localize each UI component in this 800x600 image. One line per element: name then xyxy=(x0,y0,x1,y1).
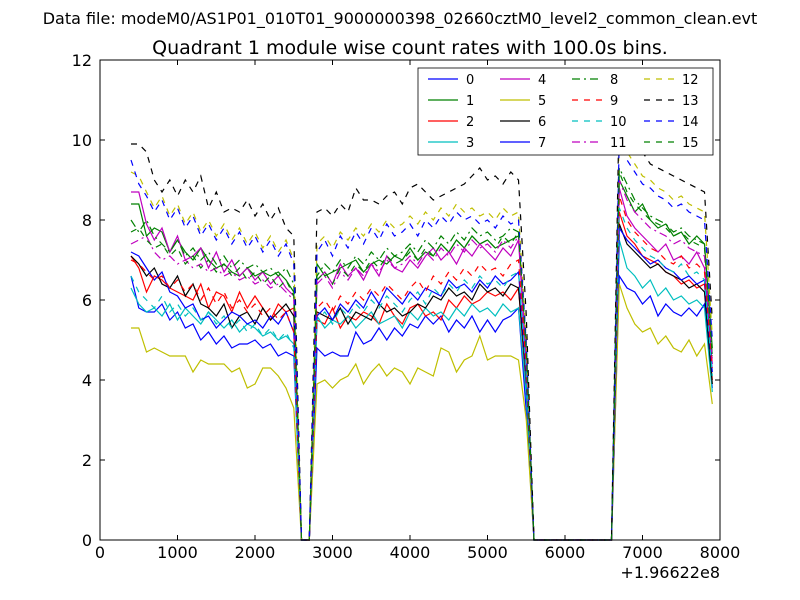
x-tick-label-2: 2000 xyxy=(235,543,276,562)
y-tick-label-4: 8 xyxy=(82,211,92,230)
series-line-9 xyxy=(130,195,713,541)
legend-label-3: 3 xyxy=(466,136,474,151)
x-tick-label-6: 6000 xyxy=(545,543,586,562)
x-tick-label-8: 8000 xyxy=(700,543,741,562)
y-tick-label-0: 0 xyxy=(82,531,92,550)
series-line-12 xyxy=(130,127,713,541)
legend-label-15: 15 xyxy=(682,136,699,151)
y-tick-label-6: 12 xyxy=(72,51,92,70)
chart-suptitle: Data file: modeM0/AS1P01_010T01_90000003… xyxy=(43,9,758,29)
series-line-11 xyxy=(130,179,713,541)
series-line-8 xyxy=(130,167,713,541)
series-line-5 xyxy=(131,283,713,541)
legend-label-7: 7 xyxy=(538,136,546,151)
chart-title: Quadrant 1 module wise count rates with … xyxy=(152,37,668,59)
x-tick-label-7: 7000 xyxy=(622,543,663,562)
x-tick-label-1: 1000 xyxy=(157,543,198,562)
legend-label-2: 2 xyxy=(466,115,474,130)
series-line-7 xyxy=(130,226,713,541)
series-line-13 xyxy=(131,99,713,541)
legend-label-14: 14 xyxy=(682,115,699,130)
y-tick-label-3: 6 xyxy=(82,291,92,310)
legend-label-13: 13 xyxy=(682,94,699,109)
legend-label-0: 0 xyxy=(466,73,474,88)
legend-label-5: 5 xyxy=(538,94,546,109)
series-line-0 xyxy=(130,274,713,541)
legend-label-1: 1 xyxy=(466,94,474,109)
legend-label-10: 10 xyxy=(610,115,627,130)
legend-label-6: 6 xyxy=(538,115,546,130)
legend-label-11: 11 xyxy=(610,136,627,151)
legend-label-9: 9 xyxy=(610,94,618,109)
series-line-1 xyxy=(131,179,713,541)
series-line-15 xyxy=(130,171,713,541)
legend-label-8: 8 xyxy=(610,73,618,88)
x-tick-label-3: 3000 xyxy=(312,543,353,562)
x-axis-offset-label: +1.96622e8 xyxy=(620,563,720,582)
x-tick-label-5: 5000 xyxy=(467,543,508,562)
legend-box xyxy=(417,67,714,156)
series-line-6 xyxy=(130,223,713,541)
series-line-14 xyxy=(130,135,713,541)
legend-label-12: 12 xyxy=(682,73,699,88)
legend-label-4: 4 xyxy=(538,73,546,88)
x-tick-label-4: 4000 xyxy=(390,543,431,562)
series-layer xyxy=(130,99,713,541)
y-tick-label-2: 4 xyxy=(82,371,92,390)
y-tick-label-5: 10 xyxy=(72,131,92,150)
axes-layer: 0 1000 2000 3000 4000 5000 6000 7000 80000246810… xyxy=(72,51,741,562)
y-tick-label-1: 2 xyxy=(82,451,92,470)
x-tick-label-0: 0 xyxy=(95,543,105,562)
